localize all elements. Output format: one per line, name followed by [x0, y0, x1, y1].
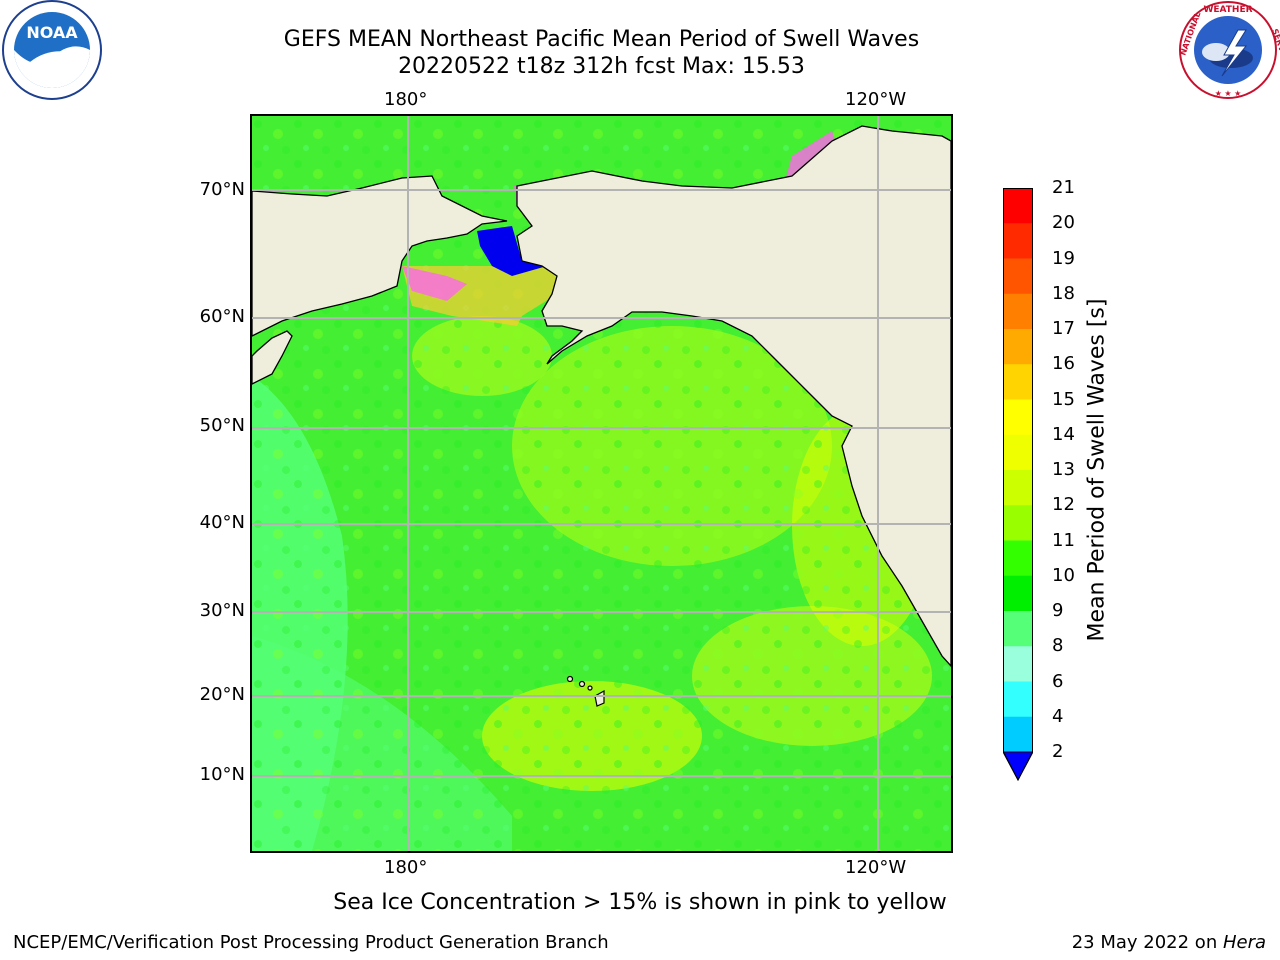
colorbar-swatch — [1003, 223, 1033, 259]
colorbar-tick-label: 17 — [1052, 318, 1075, 339]
colorbar-tick-label: 13 — [1052, 459, 1075, 480]
colorbar-swatch — [1003, 258, 1033, 295]
colorbar-tick-label: 4 — [1052, 705, 1064, 727]
lat-label-20n: 20°N — [199, 684, 245, 705]
lat-label-50n: 50°N — [199, 415, 245, 436]
colorbar-tick-label: 19 — [1052, 247, 1075, 269]
colorbar-tick-label: 2 — [1052, 741, 1064, 762]
colorbar-extend-arrow — [1002, 751, 1034, 782]
sea-ice-note: Sea Ice Concentration > 15% is shown in … — [333, 890, 947, 915]
colorbar-tick-label: 10 — [1052, 564, 1075, 586]
colorbar-swatch — [1003, 434, 1033, 471]
colorbar-tick-label: 6 — [1052, 670, 1064, 692]
lon-label-bottom-120w: 120°W — [845, 857, 907, 878]
colorbar-tick-label: 9 — [1052, 600, 1064, 621]
lon-label-bottom-180: 180° — [384, 857, 428, 878]
colorbar-swatch — [1003, 681, 1033, 718]
footer-branch: NCEP/EMC/Verification Post Processing Pr… — [13, 932, 609, 953]
colorbar-swatch — [1003, 575, 1033, 612]
gridlines — [252, 116, 951, 851]
colorbar-tick-label: 14 — [1052, 423, 1075, 445]
colorbar-tick-label: 20 — [1052, 212, 1075, 234]
colorbar — [1002, 188, 1034, 782]
colorbar-swatch — [1003, 399, 1033, 436]
nws-logo: WEATHER NATIONAL SERVICE ★ ★ ★ — [1176, 0, 1280, 100]
colorbar-swatch — [1003, 329, 1033, 365]
colorbar-tick-label: 8 — [1052, 635, 1064, 657]
colorbar-tick-label: 18 — [1052, 282, 1075, 304]
lat-label-10n: 10°N — [199, 764, 245, 785]
lon-label-top-120w: 120°W — [845, 89, 907, 110]
colorbar-swatch — [1003, 188, 1033, 224]
map-panel — [250, 114, 953, 853]
colorbar-swatch — [1003, 716, 1033, 753]
colorbar-swatch — [1003, 293, 1033, 330]
lat-label-60n: 60°N — [199, 306, 245, 327]
colorbar-swatch — [1003, 540, 1033, 577]
hawaii-islands — [566, 675, 605, 707]
lat-label-30n: 30°N — [199, 600, 245, 621]
colorbar-outline — [1003, 188, 1033, 782]
lon-label-top-180: 180° — [384, 89, 428, 110]
land — [252, 125, 951, 667]
lat-label-70n: 70°N — [199, 179, 245, 200]
colorbar-swatch — [1003, 470, 1033, 506]
colorbar-swatch — [1003, 646, 1033, 682]
map-title: GEFS MEAN Northeast Pacific Mean Period … — [283, 27, 920, 52]
noaa-logo: NOAA — [0, 0, 104, 100]
colorbar-tick-label: 16 — [1052, 353, 1075, 375]
colorbar-swatch — [1003, 505, 1033, 541]
svg-text:★ ★ ★: ★ ★ ★ — [1215, 89, 1242, 98]
colorbar-swatches — [1002, 188, 1034, 782]
footer-date: 23 May 2022 on Hera — [1072, 932, 1266, 953]
lat-label-40n: 40°N — [199, 512, 245, 533]
footer-machine: Hera — [1222, 932, 1266, 953]
colorbar-tick-label: 21 — [1052, 177, 1075, 198]
colorbar-tick-label: 12 — [1052, 494, 1075, 516]
map-svg — [252, 116, 951, 851]
colorbar-swatch — [1003, 364, 1033, 400]
colorbar-tick-label: 11 — [1052, 529, 1075, 551]
svg-text:WEATHER: WEATHER — [1203, 5, 1252, 15]
footer-date-text: 23 May 2022 on — [1071, 932, 1223, 953]
map-subtitle: 20220522 t18z 312h fcst Max: 15.53 — [398, 54, 805, 79]
colorbar-swatch — [1003, 611, 1033, 647]
colorbar-tick-label: 15 — [1052, 388, 1075, 410]
colorbar-title: Mean Period of Swell Waves [s] — [1084, 298, 1110, 642]
svg-text:NOAA: NOAA — [26, 23, 78, 42]
